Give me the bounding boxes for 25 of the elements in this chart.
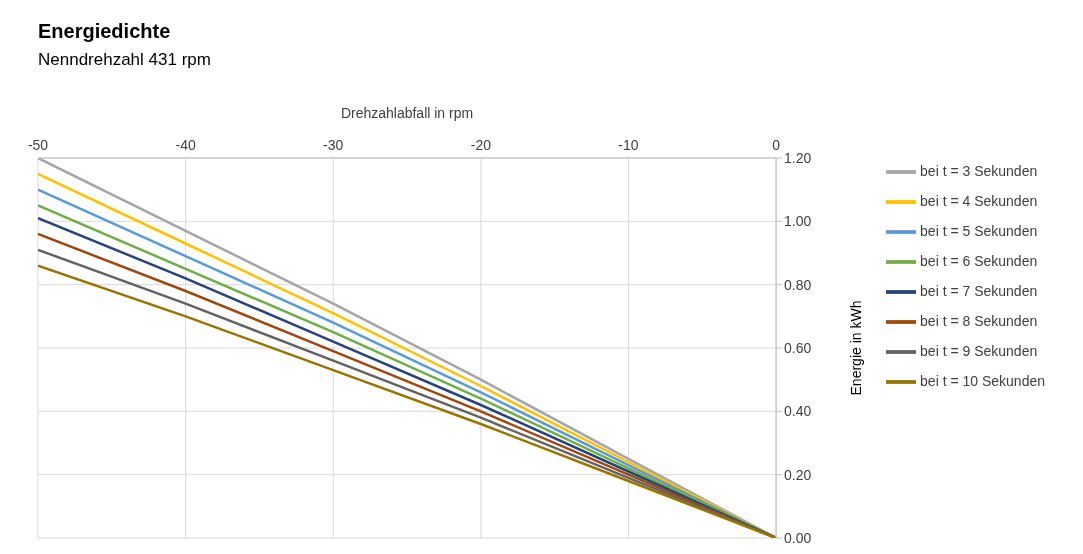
legend-label: bei t = 4 Sekunden: [920, 192, 1038, 209]
x-tick-label: -30: [323, 137, 344, 153]
y-tick-label: 0.60: [784, 339, 812, 356]
legend-label: bei t = 6 Sekunden: [920, 252, 1038, 269]
y-tick-label: 0.00: [784, 529, 812, 546]
chart-title: Energiedichte: [38, 20, 171, 43]
x-tick-label: -10: [618, 137, 639, 153]
y-tick-label: 0.40: [784, 403, 812, 420]
chart-subtitle: Nenndrehzahl 431 rpm: [38, 50, 211, 70]
y-tick-label: 1.20: [784, 149, 812, 166]
x-axis-title: Drehzahlabfall in rpm: [340, 104, 474, 121]
x-tick-label: -40: [175, 137, 196, 153]
y-tick-label: 0.20: [784, 466, 812, 483]
x-tick-label: -50: [27, 137, 49, 153]
legend-label: bei t = 8 Sekunden: [920, 312, 1038, 329]
legend-label: bei t = 5 Sekunden: [920, 222, 1038, 239]
x-tick-label: -20: [470, 137, 492, 153]
legend-label: bei t = 3 Sekunden: [920, 162, 1038, 179]
y-axis-title: Energie in kWh: [848, 300, 865, 396]
y-tick-label: 0.80: [784, 276, 812, 293]
x-tick-label: 0: [772, 137, 781, 153]
legend-label: bei t = 10 Sekunden: [920, 372, 1045, 389]
legend-label: bei t = 7 Sekunden: [920, 282, 1038, 299]
y-tick-label: 1.00: [784, 213, 812, 230]
legend-label: bei t = 9 Sekunden: [920, 342, 1038, 359]
